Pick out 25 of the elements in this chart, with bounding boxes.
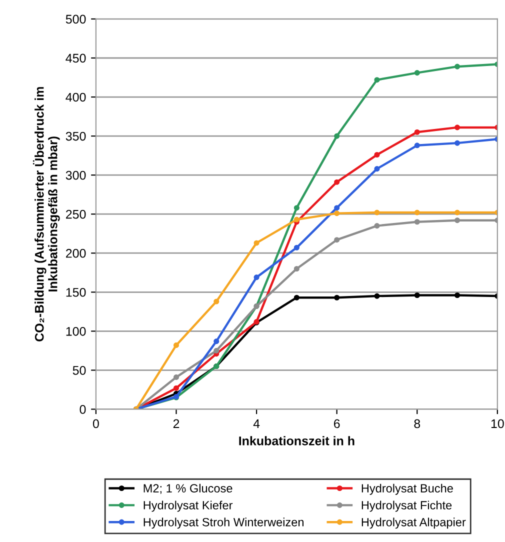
y-tick-label: 450: [66, 54, 86, 63]
legend-label: Hydrolysat Kiefer: [144, 500, 233, 512]
y-tick-label: 250: [66, 210, 86, 219]
x-tick-label: 10: [491, 419, 504, 428]
y-tick-label: 50: [72, 366, 86, 375]
y-tick-label: 500: [66, 14, 86, 24]
legend-label: Hydrolysat Altpapier: [362, 518, 466, 529]
y-tick-label: 400: [66, 92, 86, 102]
y-tick-label: 350: [66, 132, 86, 141]
x-tick-label: 4: [253, 419, 260, 428]
x-tick-label: 8: [414, 419, 420, 428]
y-tick-label: 300: [66, 170, 86, 180]
y-tick-label: 100: [66, 326, 86, 336]
x-tick-label: 2: [173, 419, 180, 428]
legend-label: M2; 1 % Glucose: [144, 484, 232, 494]
legend-label: Hydrolysat Buche: [362, 484, 453, 495]
y-tick-label: 200: [66, 248, 86, 258]
y-tick-label: 0: [80, 405, 86, 414]
y-tick-label: 150: [66, 288, 86, 297]
x-tick-label: 6: [334, 419, 340, 428]
x-tick-label: 0: [92, 419, 99, 428]
legend-label: Hydrolysat Stroh Winterweizen: [144, 518, 304, 529]
legend-label: Hydrolysat Fichte: [362, 500, 452, 512]
y-axis-title: CO₂-Bildung (Aufsummierter Überdruck im Inkubationsgefäß in mbar): [32, 87, 60, 342]
x-axis-title: Inkubationszeit in h: [239, 436, 354, 446]
